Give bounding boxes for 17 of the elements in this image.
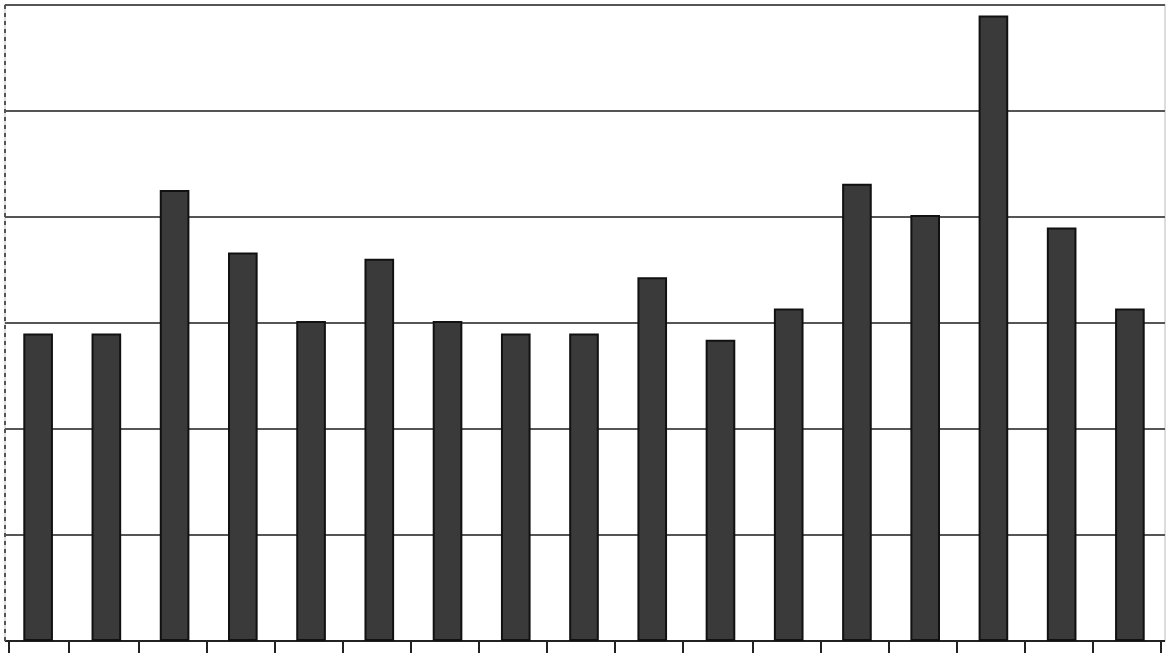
bar <box>705 339 736 641</box>
bar <box>1115 308 1145 641</box>
bar <box>773 308 804 641</box>
bar <box>228 252 258 641</box>
bar <box>432 321 463 641</box>
bar <box>364 258 395 641</box>
bar <box>569 333 599 641</box>
bar <box>910 215 940 641</box>
bar <box>159 190 190 641</box>
bar <box>842 183 872 641</box>
bar <box>500 333 531 641</box>
bar <box>978 15 1009 641</box>
bar <box>1046 227 1077 641</box>
bar <box>296 321 326 641</box>
bar <box>91 333 122 641</box>
bar <box>637 277 668 641</box>
bar <box>23 333 53 641</box>
